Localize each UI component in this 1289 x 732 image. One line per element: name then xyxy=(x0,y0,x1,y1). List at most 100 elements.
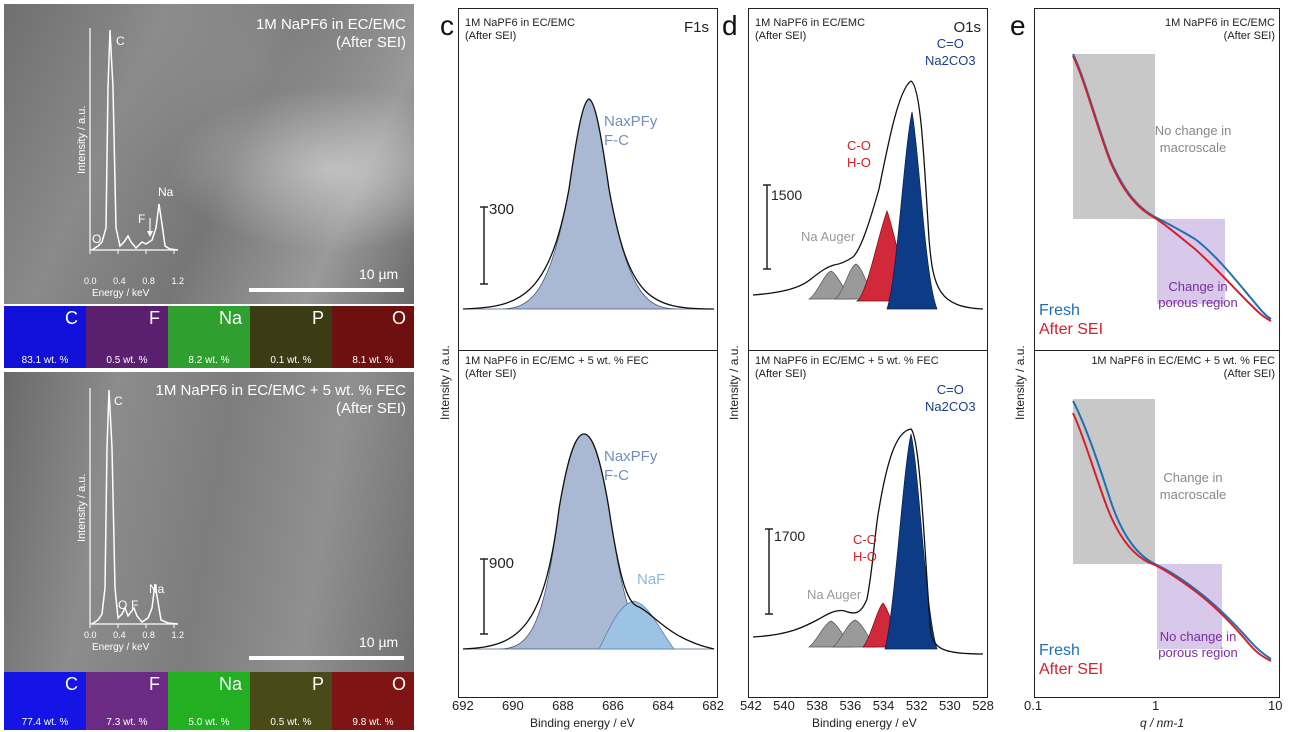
plot-e-bottom-legend: Fresh After SEI xyxy=(1039,641,1103,679)
eds-a-xlabel: Energy / keV xyxy=(92,288,150,299)
plot-e-ylabel: Intensity / a.u. xyxy=(1013,345,1027,420)
eds-a-xtick: 0.4 xyxy=(113,276,126,286)
plot-e-bottom-box2-text: No change in porous region xyxy=(1143,629,1253,661)
peak-label-c-o-double: C=O xyxy=(936,382,964,397)
legend-after-sei: After SEI xyxy=(1039,661,1104,678)
map-b-c: C 77.4 wt. % xyxy=(4,672,86,730)
plot-d-top-c-o-labels: C-O H-O xyxy=(847,137,871,171)
x-tick: 0.1 xyxy=(1024,698,1043,713)
eds-a-peak-o: O xyxy=(92,232,102,246)
map-wt: 8.1 wt. % xyxy=(352,355,394,366)
x-tick: 536 xyxy=(839,698,862,713)
plot-d: 1M NaPF6 in EC/EMC (After SEI) O1s 1500 … xyxy=(748,8,988,698)
plot-c-top-label: 1M NaPF6 in EC/EMC (After SEI) xyxy=(465,17,575,43)
plot-d-bottom-c-o-labels: C-O H-O xyxy=(853,531,877,565)
scale-label-b: 10 µm xyxy=(359,634,399,650)
plot-d-xticks: 542 540 538 536 534 532 530 528 xyxy=(740,698,994,713)
plot-e-top-label1: 1M NaPF6 in EC/EMC xyxy=(1164,17,1275,29)
eds-a-xtick: 1.2 xyxy=(171,276,184,286)
eds-b-xtick: 1.2 xyxy=(171,630,184,640)
sem-b-title-line2: (After SEI) xyxy=(335,400,406,417)
eds-a-peak-f: F xyxy=(138,212,146,226)
map-element: P xyxy=(311,308,324,328)
x-tick: 530 xyxy=(939,698,961,713)
box-macroscale-top xyxy=(1073,54,1155,219)
sem-b-title-line1: 1M NaPF6 in EC/EMC + 5 wt. % FEC xyxy=(155,382,406,399)
peak-label-naxpfy: NaxPFy xyxy=(604,113,658,130)
x-tick: 688 xyxy=(552,698,574,713)
peak-label-naf: NaF xyxy=(637,571,666,588)
legend-fresh: Fresh xyxy=(1039,302,1080,319)
plot-e-bottom-label2: (After SEI) xyxy=(1223,368,1275,380)
plot-d-top-label2: (After SEI) xyxy=(755,30,807,42)
plot-d-bottom-label: 1M NaPF6 in EC/EMC + 5 wt. % FEC (After … xyxy=(755,355,939,381)
peak-label-na-auger-top: Na Auger xyxy=(801,229,856,244)
map-a-c: C 83.1 wt. % xyxy=(4,306,86,368)
plot-c-bottom-label2: (After SEI) xyxy=(465,368,517,380)
map-wt: 77.4 wt. % xyxy=(21,717,69,728)
eds-b-xlabel: Energy / keV xyxy=(92,642,150,653)
peak-label-na2co3: Na2CO3 xyxy=(925,399,976,414)
sem-b-title: 1M NaPF6 in EC/EMC + 5 wt. % FEC (After … xyxy=(156,382,406,418)
plot-c-curves xyxy=(462,98,715,650)
map-wt: 5.0 wt. % xyxy=(188,717,230,728)
sem-image-a: 1M NaPF6 in EC/EMC (After SEI) 10 µm Int… xyxy=(4,4,414,304)
eds-b-xtick: 0.8 xyxy=(142,630,155,640)
eds-inset-a xyxy=(89,28,179,254)
plot-d-region: O1s xyxy=(953,19,981,36)
map-a-f: F 0.5 wt. % xyxy=(86,306,168,368)
peak-label-h-o: H-O xyxy=(853,549,877,564)
plot-c-ylabel: Intensity / a.u. xyxy=(438,345,452,420)
box-macroscale-bottom xyxy=(1073,399,1155,564)
legend-fresh: Fresh xyxy=(1039,642,1080,659)
peak-label-c-o: C-O xyxy=(847,138,871,153)
plot-c-bottom-scale: 900 xyxy=(489,555,515,572)
peak-label-h-o: H-O xyxy=(847,155,871,170)
eds-b-peak-c: C xyxy=(114,394,123,408)
plot-d-bottom-label1: 1M NaPF6 in EC/EMC + 5 wt. % FEC xyxy=(755,355,939,367)
scale-bar-a xyxy=(249,288,404,292)
plot-c-bottom-peak-labels: NaxPFy F-C xyxy=(604,447,657,485)
peak-label-naxpfy: NaxPFy xyxy=(604,448,658,465)
plot-d-top-label1: 1M NaPF6 in EC/EMC xyxy=(755,17,866,29)
plot-c-top-scale: 300 xyxy=(489,201,515,218)
peak-label-fc: F-C xyxy=(604,467,629,484)
map-element: C xyxy=(65,308,78,328)
plot-c-top-peak-labels: NaxPFy F-C xyxy=(604,112,657,150)
peak-label-na-auger-bottom: Na Auger xyxy=(807,587,862,602)
map-b-na: Na 5.0 wt. % xyxy=(168,672,250,730)
sem-image-b: 1M NaPF6 in EC/EMC + 5 wt. % FEC (After … xyxy=(4,372,414,672)
box-text: porous region xyxy=(1158,645,1238,660)
eds-inset-b xyxy=(89,388,179,628)
box-text: porous region xyxy=(1158,295,1238,310)
map-element: O xyxy=(391,308,406,328)
eds-b-ylabel: Intensity / a.u. xyxy=(76,473,88,542)
sem-a-title: 1M NaPF6 in EC/EMC (After SEI) xyxy=(256,16,406,52)
map-a-p: P 0.1 wt. % xyxy=(250,306,332,368)
peak-label-c-o-double: C=O xyxy=(936,36,964,51)
sem-a-title-line1: 1M NaPF6 in EC/EMC xyxy=(255,16,406,33)
plot-c-top-label2: (After SEI) xyxy=(465,30,517,42)
box-text: No change in xyxy=(1154,123,1232,138)
eds-b-xtick: 0.4 xyxy=(113,630,126,640)
legend-after-sei: After SEI xyxy=(1039,321,1104,338)
plot-d-bottom-scale: 1700 xyxy=(774,528,806,544)
plot-e-top-label: 1M NaPF6 in EC/EMC (After SEI) xyxy=(1165,17,1275,43)
x-tick: 528 xyxy=(972,698,994,713)
peak-label-c-o: C-O xyxy=(853,532,877,547)
x-tick: 686 xyxy=(602,698,624,713)
eds-a-ylabel: Intensity / a.u. xyxy=(76,105,88,174)
plot-e-top-label2: (After SEI) xyxy=(1223,30,1275,42)
box-porous-top xyxy=(1157,219,1225,304)
plot-e-top-box1-text: No change in macroscale xyxy=(1143,122,1243,156)
plot-d-curves xyxy=(752,80,984,655)
map-b-p: P 0.5 wt. % xyxy=(250,672,332,730)
box-text: No change in xyxy=(1159,629,1237,644)
eds-b-peak-na: Na xyxy=(149,582,165,596)
box-porous-bottom xyxy=(1157,564,1222,649)
map-b-f: F 7.3 wt. % xyxy=(86,672,168,730)
x-tick: 10 xyxy=(1268,698,1283,713)
plot-d-bottom-label2: (After SEI) xyxy=(755,368,807,380)
plot-c: 1M NaPF6 in EC/EMC (After SEI) F1s 300 N… xyxy=(458,8,718,698)
plot-d-ylabel: Intensity / a.u. xyxy=(727,345,741,420)
